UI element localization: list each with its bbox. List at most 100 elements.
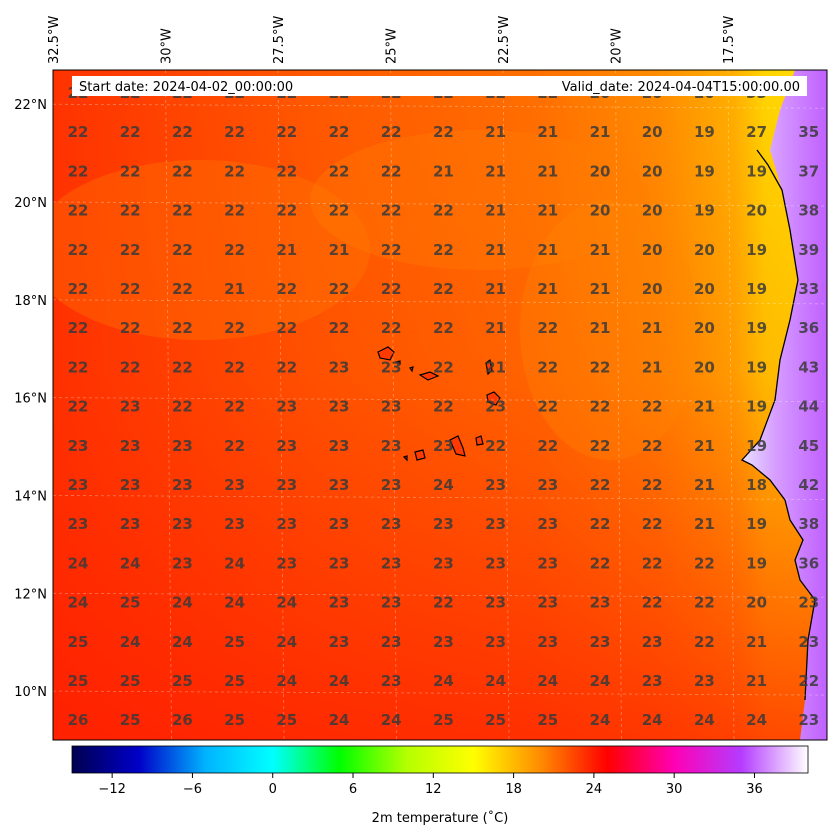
temperature-value: 22 [694, 554, 715, 572]
temperature-value: 23 [381, 358, 402, 376]
longitude-label: 22.5°W [497, 16, 512, 64]
colorbar-label: 2m temperature (˚C) [372, 810, 509, 826]
temperature-value: 21 [694, 476, 715, 494]
temperature-value: 23 [329, 594, 350, 612]
temperature-value: 23 [381, 437, 402, 455]
temperature-value: 21 [433, 162, 454, 180]
temperature-value: 20 [694, 241, 715, 259]
temperature-value: 22 [276, 162, 297, 180]
valid-date-label: Valid_date: 2024-04-04T15:00:00.00 [562, 80, 800, 95]
temperature-value: 23 [329, 554, 350, 572]
temperature-value: 21 [537, 162, 558, 180]
temperature-value: 22 [120, 162, 141, 180]
longitude-label: 27.5°W [272, 16, 287, 64]
temperature-value: 25 [276, 711, 297, 729]
longitude-label: 25°W [385, 28, 400, 64]
temperature-value: 21 [590, 123, 611, 141]
temperature-value: 21 [590, 241, 611, 259]
temperature-value: 22 [433, 358, 454, 376]
temperature-value: 22 [224, 241, 245, 259]
temperature-value: 22 [381, 319, 402, 337]
temperature-value: 21 [537, 280, 558, 298]
west-africa-land [742, 70, 827, 740]
temperature-value: 22 [433, 594, 454, 612]
temperature-value: 22 [642, 476, 663, 494]
temperature-value: 38 [798, 202, 819, 220]
temperature-value: 24 [485, 672, 506, 690]
temperature-value: 23 [381, 633, 402, 651]
temperature-value: 23 [485, 633, 506, 651]
temperature-value: 23 [68, 515, 89, 533]
meridian-line [615, 70, 622, 740]
temperature-value: 22 [433, 319, 454, 337]
temperature-value: 24 [172, 633, 193, 651]
colorbar-ticks: −12 −6 0 6 12 18 24 30 36 [98, 773, 763, 797]
latitude-label: 20°N [14, 196, 47, 211]
temperature-value: 24 [68, 594, 89, 612]
temperature-value: 19 [746, 241, 767, 259]
temperature-value: 21 [746, 633, 767, 651]
temperature-value: 19 [746, 515, 767, 533]
colorbar-tick-label: 36 [746, 782, 763, 797]
temperature-value: 23 [329, 437, 350, 455]
temperature-value: 23 [433, 633, 454, 651]
temperature-value: 22 [537, 437, 558, 455]
temperature-value: 22 [68, 280, 89, 298]
temperature-value: 23 [172, 554, 193, 572]
temperature-value: 22 [642, 515, 663, 533]
temperature-value: 22 [329, 162, 350, 180]
temperature-value: 18 [746, 476, 767, 494]
latitude-labels: 22°N 20°N 18°N 16°N 14°N 12°N 10°N [14, 98, 47, 700]
temperature-value: 22 [276, 280, 297, 298]
temperature-value: 23 [68, 476, 89, 494]
meridian-line [165, 70, 172, 740]
temperature-value: 22 [433, 202, 454, 220]
temperature-value: 22 [537, 398, 558, 416]
temperature-value: 20 [590, 162, 611, 180]
temperature-value: 25 [68, 633, 89, 651]
temperature-value: 22 [694, 594, 715, 612]
temperature-value: 22 [590, 554, 611, 572]
temperature-value: 20 [590, 202, 611, 220]
temperature-value: 23 [381, 476, 402, 494]
temperature-value: 24 [590, 672, 611, 690]
temperature-value: 25 [224, 633, 245, 651]
temperature-value: 22 [172, 358, 193, 376]
temperature-value: 22 [642, 554, 663, 572]
temperature-value: 19 [694, 202, 715, 220]
temperature-value: 22 [590, 437, 611, 455]
temperature-value: 19 [746, 554, 767, 572]
temperature-value: 20 [642, 202, 663, 220]
meridian-line [277, 70, 285, 740]
temperature-value: 23 [798, 711, 819, 729]
temperature-value: 27 [746, 123, 767, 141]
temperature-value: 22 [381, 162, 402, 180]
temperature-value: 22 [68, 162, 89, 180]
temperature-value: 23 [172, 476, 193, 494]
latitude-label: 10°N [14, 685, 47, 700]
temperature-value: 20 [694, 319, 715, 337]
meridian-line [390, 70, 397, 740]
map-frame [52, 69, 828, 741]
temperature-value: 22 [433, 123, 454, 141]
temperature-value: 45 [798, 437, 819, 455]
temperature-value: 23 [120, 398, 141, 416]
temperature-value: 23 [381, 398, 402, 416]
temperature-value: 26 [172, 711, 193, 729]
temperature-value: 24 [381, 711, 402, 729]
temperature-value: 25 [120, 672, 141, 690]
temperature-value: 21 [537, 123, 558, 141]
temperature-value: 24 [224, 594, 245, 612]
temperature-value: 23 [537, 515, 558, 533]
longitude-label: 17.5°W [722, 16, 737, 64]
temperature-value: 23 [68, 437, 89, 455]
temperature-value: 22 [590, 398, 611, 416]
temperature-value: 20 [694, 358, 715, 376]
coastline [740, 149, 816, 701]
temperature-value: 36 [798, 319, 819, 337]
temperature-value: 22 [120, 358, 141, 376]
temperature-value: 22 [172, 202, 193, 220]
temperature-value: 21 [746, 672, 767, 690]
temperature-value: 19 [746, 437, 767, 455]
temperature-value: 20 [642, 241, 663, 259]
